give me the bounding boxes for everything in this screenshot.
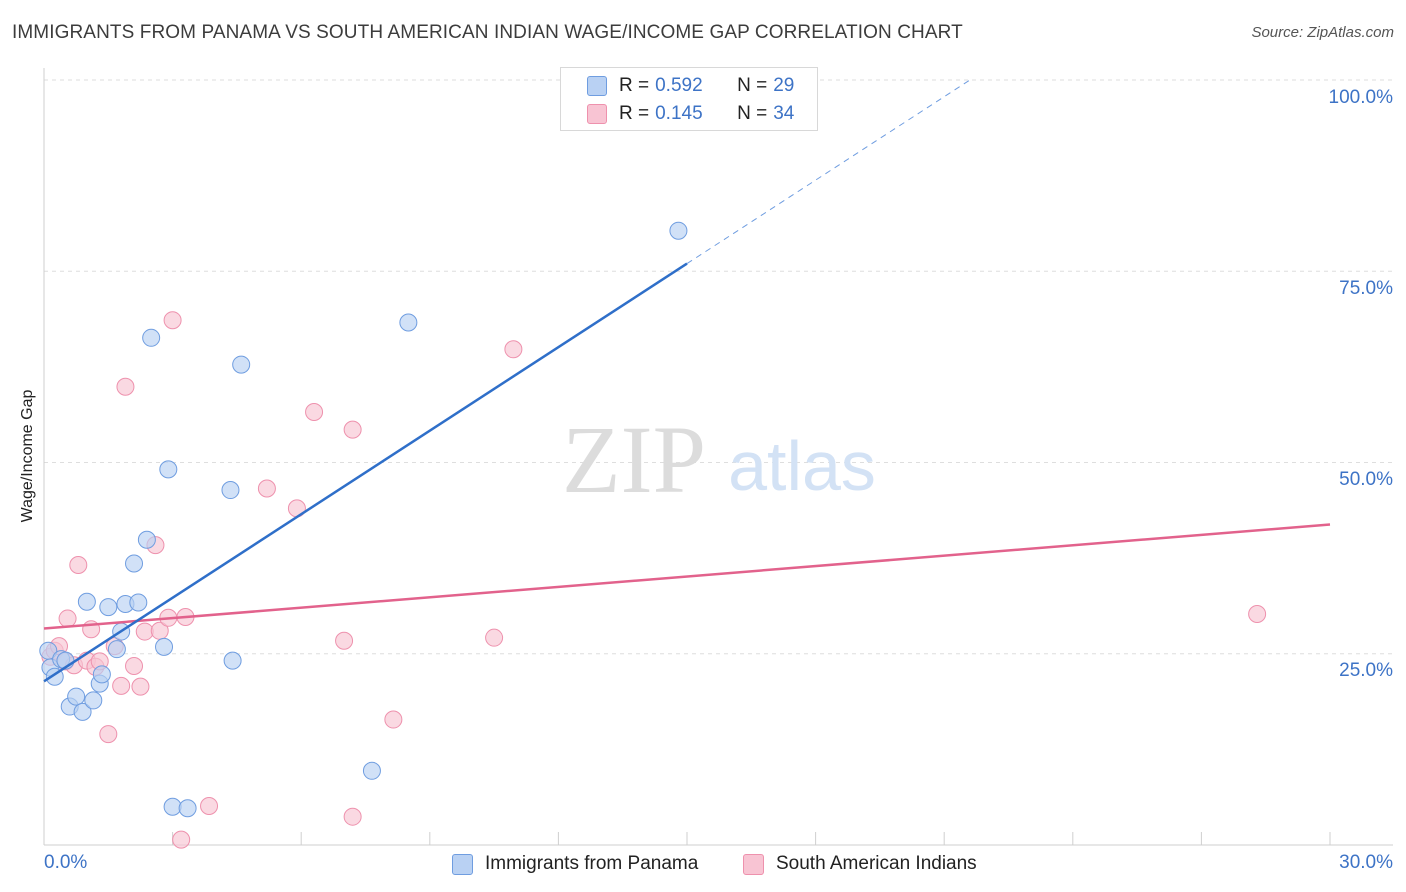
data-point-immigrants-from-panama bbox=[99, 598, 118, 617]
axes bbox=[43, 68, 1393, 846]
legend-swatch-pink bbox=[743, 853, 764, 875]
legend-n-value: 34 bbox=[773, 103, 795, 124]
data-point-immigrants-from-panama bbox=[77, 592, 96, 611]
legend-swatch-blue bbox=[452, 853, 473, 875]
data-point-immigrants-from-panama bbox=[223, 651, 242, 670]
x-tick-label-min: 0.0% bbox=[44, 852, 88, 873]
data-point-immigrants-from-panama bbox=[92, 665, 111, 684]
data-point-immigrants-from-panama bbox=[399, 313, 418, 332]
trend-line-immigrants-from-panama bbox=[43, 262, 688, 683]
data-point-south-american-indians bbox=[305, 403, 324, 422]
data-point-south-american-indians bbox=[200, 796, 219, 815]
data-point-immigrants-from-panama bbox=[129, 593, 148, 612]
data-point-south-american-indians bbox=[116, 377, 135, 396]
legend-n-label: N = bbox=[737, 103, 768, 124]
data-point-south-american-indians bbox=[125, 656, 144, 675]
watermark: ZIP atlas bbox=[562, 406, 876, 513]
data-point-immigrants-from-panama bbox=[84, 691, 103, 710]
data-point-south-american-indians bbox=[172, 830, 191, 849]
data-point-immigrants-from-panama bbox=[178, 799, 197, 818]
legend-stats: R = 0.592 N = 29 R = 0.145 N = 34 bbox=[560, 67, 818, 131]
data-point-south-american-indians bbox=[99, 725, 118, 744]
data-point-south-american-indians bbox=[384, 710, 403, 729]
legend-n-label: N = bbox=[737, 75, 768, 96]
legend-label-panama: Immigrants from Panama bbox=[485, 853, 699, 874]
data-point-immigrants-from-panama bbox=[67, 687, 86, 706]
legend-r-value: 0.592 bbox=[655, 75, 703, 96]
data-point-south-american-indians bbox=[163, 311, 182, 330]
series-immigrants-from-panama bbox=[39, 221, 688, 818]
data-point-immigrants-from-panama bbox=[232, 355, 251, 374]
data-point-immigrants-from-panama bbox=[163, 797, 182, 816]
data-point-south-american-indians bbox=[131, 677, 150, 696]
data-point-immigrants-from-panama bbox=[362, 761, 381, 780]
data-point-immigrants-from-panama bbox=[159, 460, 178, 479]
legend-item-panama[interactable]: Immigrants from Panama bbox=[452, 852, 698, 876]
legend-item-south-american-indians[interactable]: South American Indians bbox=[743, 852, 977, 876]
data-point-immigrants-from-panama bbox=[221, 481, 240, 500]
y-tick-label-25: 25.0% bbox=[1339, 660, 1393, 681]
data-point-south-american-indians bbox=[112, 676, 131, 695]
y-tick-label-75: 75.0% bbox=[1339, 278, 1393, 299]
data-point-south-american-indians bbox=[1248, 604, 1267, 623]
data-point-immigrants-from-panama bbox=[155, 637, 174, 656]
data-point-south-american-indians bbox=[135, 622, 154, 641]
watermark-atlas: atlas bbox=[728, 427, 876, 505]
source-label: Source: ZipAtlas.com bbox=[1251, 24, 1394, 41]
data-point-south-american-indians bbox=[58, 609, 77, 628]
legend-swatch-pink bbox=[587, 104, 607, 124]
data-point-immigrants-from-panama bbox=[137, 530, 156, 549]
data-point-immigrants-from-panama bbox=[73, 702, 92, 721]
data-point-south-american-indians bbox=[343, 420, 362, 439]
data-point-immigrants-from-panama bbox=[107, 640, 126, 659]
x-tick-label-max: 30.0% bbox=[1339, 852, 1393, 873]
data-point-immigrants-from-panama bbox=[669, 221, 688, 240]
data-point-south-american-indians bbox=[343, 807, 362, 826]
y-tick-label-100: 100.0% bbox=[1328, 87, 1393, 108]
legend-r-label: R = bbox=[619, 75, 650, 96]
legend-row-south-american-indians: R = 0.145 N = 34 bbox=[587, 101, 794, 127]
trend-lines bbox=[43, 79, 1331, 683]
series-south-american-indians bbox=[41, 311, 1267, 849]
trend-line-south-american-indians bbox=[43, 523, 1331, 630]
chart-title: IMMIGRANTS FROM PANAMA VS SOUTH AMERICAN… bbox=[12, 22, 963, 43]
legend-row-panama: R = 0.592 N = 29 bbox=[587, 73, 794, 99]
legend-label-south-american-indians: South American Indians bbox=[776, 853, 977, 874]
data-point-south-american-indians bbox=[485, 628, 504, 647]
legend-r-label: R = bbox=[619, 103, 650, 124]
data-point-immigrants-from-panama bbox=[125, 554, 144, 573]
watermark-zip: ZIP bbox=[562, 406, 706, 513]
legend-r-value: 0.145 bbox=[655, 103, 703, 124]
y-tick-label-50: 50.0% bbox=[1339, 469, 1393, 490]
data-point-south-american-indians bbox=[335, 631, 354, 650]
legend-n-value: 29 bbox=[773, 75, 795, 96]
legend-swatch-blue bbox=[587, 76, 607, 96]
data-point-south-american-indians bbox=[69, 556, 88, 575]
data-point-south-american-indians bbox=[257, 479, 276, 498]
data-point-immigrants-from-panama bbox=[142, 328, 161, 347]
trend-line-extension-immigrants-from-panama bbox=[686, 79, 971, 265]
data-point-south-american-indians bbox=[504, 340, 523, 359]
